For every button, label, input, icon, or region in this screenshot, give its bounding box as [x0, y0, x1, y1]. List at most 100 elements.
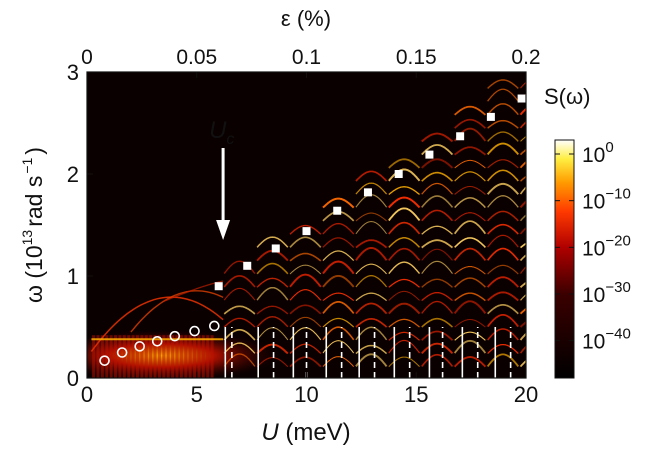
- low-u-stripe: [114, 335, 118, 378]
- spectrum-arc: [421, 239, 454, 249]
- spectrum-arc: [454, 212, 486, 222]
- spectrum-arc: [388, 290, 420, 301]
- spectrum-arc: [454, 292, 486, 302]
- low-u-stripe: [166, 335, 170, 378]
- colorbar-tick-label: 10−30: [582, 279, 631, 307]
- spectrum-arc: [487, 343, 519, 354]
- spectrum-arc: [289, 356, 322, 368]
- low-u-stripe: [153, 335, 157, 378]
- spectrum-arc: [486, 276, 519, 288]
- square-marker: [243, 261, 252, 270]
- low-u-stripe: [109, 335, 113, 378]
- spectrum-arc: [388, 207, 421, 222]
- spectrum-arc: [289, 316, 322, 328]
- spectrum-arc: [388, 196, 421, 209]
- spectrum-arc: [289, 252, 322, 262]
- plot-area: [86, 71, 527, 379]
- low-u-stripe: [184, 335, 188, 378]
- spectrum-arc: [223, 317, 256, 328]
- square-marker: [517, 94, 526, 103]
- low-u-stripe: [127, 335, 131, 378]
- spectrum-arc: [453, 300, 487, 315]
- spectrum-arc: [289, 289, 322, 301]
- y-tick-label: 0: [67, 366, 79, 391]
- spectrum-arc: [223, 342, 256, 354]
- low-u-stripe: [175, 335, 179, 378]
- spectrum-arc: [421, 209, 454, 222]
- low-u-stripe: [131, 335, 135, 378]
- low-u-stripe: [188, 335, 192, 378]
- uc-arrow-head: [216, 220, 231, 240]
- spectrum-arc: [322, 250, 355, 262]
- x-axis-label: U (meV): [261, 419, 350, 446]
- spectrum-arc: [421, 195, 454, 208]
- spectrum-arc: [388, 278, 420, 288]
- spectrum-arc: [487, 195, 519, 208]
- spectrum-arc: [322, 237, 355, 248]
- spectrum-arc: [454, 265, 486, 275]
- spectrum-arc: [454, 197, 486, 209]
- uc-label: Uc: [209, 117, 234, 148]
- spectrum-arc: [256, 305, 289, 315]
- spectrum-arc: [322, 340, 355, 354]
- spectrum-arc: [454, 146, 486, 156]
- spectrum-arc: [421, 182, 453, 195]
- low-u-stripe: [135, 335, 139, 378]
- square-marker: [394, 170, 403, 178]
- spectrum-arc: [421, 171, 454, 182]
- spectrum-arc: [487, 79, 519, 89]
- spectrum-arc: [486, 353, 520, 367]
- spectrum-arc: [289, 327, 322, 341]
- spectrum-arc: [289, 273, 322, 288]
- spectrum-arc: [223, 328, 256, 341]
- uc-annotation: Uc: [209, 117, 234, 240]
- spectrum-arc: [487, 264, 519, 275]
- spectrum-arc: [454, 105, 486, 116]
- spectrum-arc: [256, 286, 289, 301]
- spectrum-arc: [223, 353, 256, 367]
- low-u-stripe: [193, 335, 197, 378]
- spectrum-arc: [486, 247, 519, 261]
- colorbar-tick-label: 10−10: [582, 186, 631, 214]
- spectrum-arc: [355, 326, 388, 341]
- spectrum-arc: [322, 274, 355, 288]
- spectrum-arc: [322, 317, 355, 328]
- spectrum-arc: [289, 343, 322, 354]
- circle-marker: [169, 330, 181, 342]
- spectrum-arc: [388, 221, 421, 235]
- branch-lines: [224, 327, 512, 378]
- spectrum-arc: [322, 301, 355, 314]
- low-u-stripe: [92, 335, 96, 378]
- top-tick-label: 0.05: [176, 46, 217, 69]
- spectrum-arc: [487, 234, 519, 248]
- spectrum-arc: [421, 158, 454, 169]
- spectrum-arc: [322, 326, 355, 341]
- spectrum-arc: [454, 185, 486, 195]
- spectrum-arc: [289, 304, 322, 315]
- spectrum-arc: [388, 302, 421, 315]
- spectrum-arc: [322, 197, 355, 209]
- spectrum-arc: [355, 239, 388, 249]
- spectrum-arc: [487, 223, 519, 235]
- spectrum-arc: [487, 103, 519, 116]
- spectrum-arc: [355, 317, 388, 328]
- colorbar-label: S(ω): [544, 84, 591, 109]
- spectrum-arc: [289, 224, 322, 235]
- spectrum-arc: [388, 247, 421, 261]
- spectrum-arc: [487, 291, 519, 302]
- colorbar-tick-label: 100: [582, 139, 614, 167]
- spectrum-arc: [453, 247, 487, 261]
- top-tick-label: 0: [81, 46, 93, 69]
- spectrum-arc: [421, 278, 453, 288]
- x-tick-label: 0: [81, 382, 93, 407]
- spectrum-arc: [487, 169, 519, 182]
- low-u-stripe: [171, 335, 175, 378]
- spectrum-arc: [355, 170, 388, 182]
- low-u-stripe: [96, 335, 100, 378]
- low-u-stripe: [179, 335, 183, 378]
- y-tick-label: 3: [67, 60, 79, 85]
- low-u-stripe: [140, 335, 144, 378]
- spectrum-arc: [487, 131, 519, 142]
- square-marker: [456, 132, 465, 141]
- spectrum-arc: [453, 339, 487, 354]
